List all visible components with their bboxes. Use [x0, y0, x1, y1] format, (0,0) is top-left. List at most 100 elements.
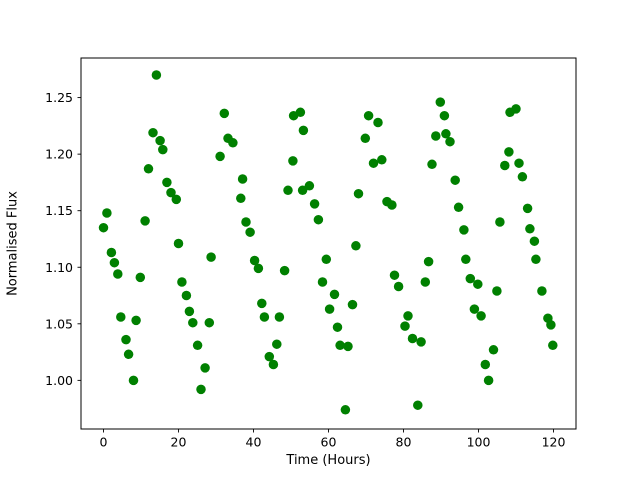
data-point [297, 185, 308, 196]
data-point [465, 273, 476, 284]
data-point [389, 270, 400, 280]
y-tick-label: 1.15 [45, 203, 73, 218]
data-point [495, 217, 505, 227]
data-point [204, 317, 215, 328]
data-point [435, 97, 446, 107]
data-point [177, 277, 187, 287]
data-point [431, 131, 441, 141]
data-point [537, 286, 547, 296]
data-point [400, 321, 410, 331]
data-point [321, 254, 332, 265]
data-point [514, 158, 524, 168]
data-point [200, 363, 210, 373]
data-point [335, 340, 345, 351]
data-point [351, 241, 361, 251]
data-point [517, 172, 528, 182]
data-point [171, 194, 182, 205]
y-tick-label: 1.20 [45, 147, 73, 162]
y-tick-label: 1.05 [45, 316, 73, 331]
data-point [353, 188, 364, 199]
data-point [151, 70, 162, 80]
data-point [109, 257, 120, 268]
data-point [548, 340, 558, 351]
data-point [219, 108, 230, 119]
data-point [228, 138, 238, 148]
data-point [360, 133, 371, 144]
data-point [106, 247, 117, 258]
x-axis-ticks: 0 20 40 60 80 100 120 [100, 429, 566, 450]
data-point [298, 125, 309, 136]
data-point [128, 375, 139, 386]
data-point [257, 298, 267, 309]
data-point [459, 225, 469, 235]
data-point [329, 289, 340, 300]
data-point [173, 238, 184, 249]
data-point [236, 193, 246, 204]
data-point [492, 286, 502, 296]
data-point [135, 272, 146, 283]
x-tick-label: 100 [467, 435, 491, 450]
data-point [393, 281, 404, 292]
data-point [427, 159, 437, 170]
data-point [237, 174, 248, 184]
data-point [295, 107, 306, 118]
data-point [387, 200, 397, 210]
data-point [181, 290, 192, 301]
data-point [363, 110, 374, 121]
axes-frame [80, 57, 577, 430]
x-axis-label: Time (Hours) [286, 453, 371, 468]
data-point [288, 156, 298, 166]
data-point [445, 136, 455, 147]
data-point [368, 158, 379, 168]
data-point [461, 254, 471, 265]
data-point [253, 263, 264, 274]
data-point [423, 256, 434, 267]
data-point [450, 175, 460, 185]
data-point [272, 339, 282, 349]
x-tick-label: 60 [321, 435, 337, 450]
data-point [268, 359, 279, 370]
data-point [116, 312, 126, 322]
data-point [324, 304, 335, 314]
data-point [377, 155, 387, 165]
data-point [309, 199, 320, 209]
data-point [480, 359, 491, 370]
data-point [347, 299, 358, 310]
data-point [279, 265, 290, 276]
data-point [184, 306, 195, 317]
data-point [121, 334, 131, 345]
y-tick-label: 1.25 [45, 90, 73, 105]
data-point [332, 322, 343, 332]
y-axis-ticks: 1.00 1.05 1.10 1.15 1.20 1.25 [45, 90, 81, 388]
data-point [407, 333, 418, 344]
data-point [469, 304, 480, 314]
data-point [249, 255, 260, 266]
data-point [196, 384, 206, 395]
data-point [403, 311, 413, 321]
y-axis-label: Normalised Flux [5, 191, 21, 296]
x-tick-label: 40 [246, 435, 262, 450]
data-point [529, 236, 540, 246]
data-point [131, 315, 141, 326]
x-tick-label: 80 [396, 435, 412, 450]
data-point [343, 341, 353, 352]
data-point [102, 208, 112, 218]
data-point [313, 214, 324, 225]
data-point [140, 216, 150, 226]
data-point [274, 312, 285, 322]
y-tick-label: 1.10 [45, 260, 73, 275]
data-point [340, 405, 351, 415]
data-point [206, 252, 216, 262]
y-tick-label: 1.00 [45, 373, 73, 388]
data-point [259, 312, 270, 322]
data-point [413, 400, 423, 410]
data-point [441, 129, 451, 139]
scatter-points [98, 70, 558, 415]
data-point [245, 227, 255, 237]
data-point [439, 110, 450, 121]
data-point [473, 279, 483, 289]
data-point [283, 185, 293, 196]
x-tick-label: 120 [542, 435, 566, 450]
data-point [158, 144, 168, 155]
